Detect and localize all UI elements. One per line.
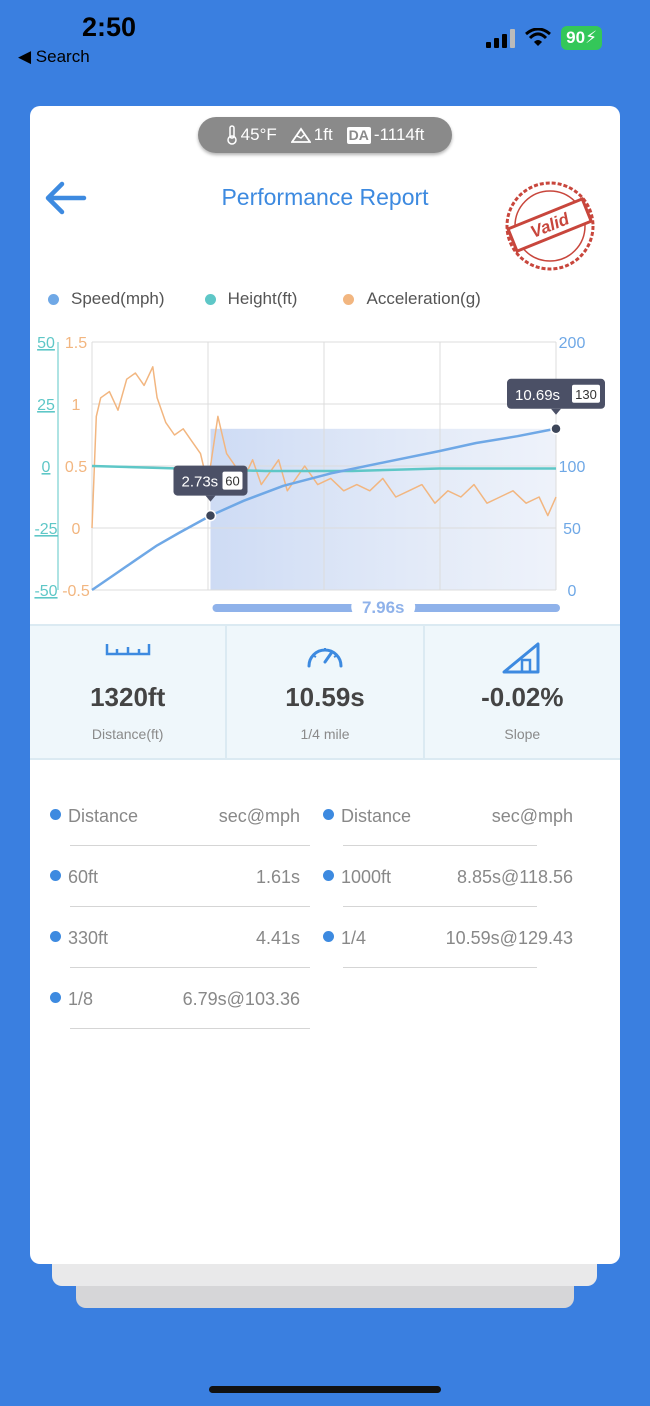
height-tick-label: -25 (34, 521, 57, 538)
stat-label: 1/4 mile (300, 726, 350, 742)
acceleration-series-line (91, 366, 557, 529)
legend-label: Speed(mph) (71, 289, 165, 308)
accel-tick-label: -0.5 (62, 583, 90, 600)
marker-speed-label: 130 (575, 387, 597, 402)
speed-tick-label: 50 (563, 521, 581, 538)
height-tick-label: 25 (37, 397, 55, 414)
stat-value: -0.02% (481, 682, 564, 712)
marker-speed-badge (222, 471, 243, 490)
marker-speed-badge (572, 384, 600, 403)
bullet-icon (50, 809, 61, 820)
range-label-pill (351, 596, 416, 618)
signal-icon (486, 28, 516, 48)
bullet-icon (50, 992, 61, 1003)
status-icons: 90⚡ (486, 26, 602, 50)
accel-tick-label: 1 (72, 397, 81, 414)
stat-slope: -0.02% Slope (425, 626, 620, 758)
bullet-icon (323, 809, 334, 820)
marker-time-label: 2.73s (181, 474, 218, 491)
status-time: 2:50 (82, 12, 137, 42)
temperature: 45°F (240, 125, 277, 144)
legend-dot (204, 293, 216, 305)
speed-series-line (91, 427, 557, 592)
stat-value: 10.59s (285, 682, 365, 712)
height-tick-label: 50 (37, 335, 55, 352)
stats-panel: 1320ft Distance(ft) 10.59s 1/4 mile -0.0… (30, 624, 620, 760)
legend-label: Height(ft) (227, 289, 298, 308)
marker-speed-label: 60 (225, 474, 239, 489)
marker-tooltip-pointer (205, 495, 216, 502)
bullet-icon (50, 931, 61, 942)
da-badge: DA (346, 126, 371, 144)
split-row: 1/4 10.59s@129.43 (323, 908, 573, 968)
marker-tooltip-pointer (551, 408, 561, 415)
marker-point (204, 509, 217, 522)
chart-legend: Speed(mph) Height(ft) Acceleration(g) (48, 289, 521, 309)
performance-card: 45°F 1ft DA -1114ft Performance Report V… (30, 106, 620, 1264)
marker-point (550, 423, 562, 435)
speed-tick-label: 0 (568, 583, 577, 600)
speedometer-icon (307, 648, 343, 668)
bullet-icon (323, 931, 334, 942)
page-title: Performance Report (221, 184, 429, 210)
weather-pill: 45°F 1ft DA -1114ft (198, 117, 452, 153)
split-row: 330ft 4.41s (50, 908, 310, 968)
split-row: 60ft 1.61s (50, 847, 310, 907)
stat-distance: 1320ft Distance(ft) (30, 626, 228, 758)
back-arrow-icon[interactable] (44, 180, 88, 216)
stat-label: Distance(ft) (91, 726, 164, 742)
split-header-right: Distance sec@mph (323, 786, 573, 846)
selection-range (210, 428, 556, 590)
split-row: 1/8 6.79s@103.36 (50, 969, 310, 1029)
legend-label: Acceleration(g) (366, 289, 481, 308)
legend-dot (48, 293, 59, 305)
height-series-line (91, 464, 556, 473)
stat-value: 1320ft (90, 682, 166, 712)
legend-acceleration[interactable]: Acceleration(g) (343, 289, 481, 309)
split-header-left: Distance sec@mph (50, 786, 310, 846)
height-tick-label: 0 (42, 459, 51, 476)
performance-chart[interactable]: 50 25 0 -25 -50 1.5 1 0.5 0 -0.5 200 100 50 0 2.73s 60 1… (30, 328, 620, 618)
bullet-icon (50, 870, 61, 881)
wifi-icon (525, 28, 552, 46)
height-tick-label: -50 (34, 583, 57, 600)
split-row: 1000ft 8.85s@118.56 (323, 847, 573, 907)
marker-time-label: 10.69s (515, 387, 560, 404)
accel-tick-label: 1.5 (65, 335, 87, 352)
mountain-icon (290, 127, 311, 143)
stat-time: 10.59s 1/4 mile (227, 626, 425, 758)
density-altitude: -1114ft (373, 125, 425, 144)
thermometer-icon (226, 125, 237, 145)
valid-stamp-icon: Valid (505, 181, 595, 271)
range-label: 7.96s (362, 598, 405, 617)
legend-height[interactable]: Height(ft) (204, 289, 298, 309)
home-indicator (209, 1386, 441, 1393)
battery-icon: 90⚡ (561, 26, 602, 50)
stat-label: Slope (504, 726, 541, 742)
bullet-icon (323, 870, 334, 881)
charging-icon: ⚡ (585, 28, 597, 47)
speed-tick-label: 200 (559, 335, 586, 352)
ruler-icon (105, 644, 150, 656)
speed-tick-label: 100 (559, 459, 586, 476)
legend-dot (343, 293, 355, 305)
altitude: 1ft (313, 125, 333, 144)
status-bar: 2:50 ◀ Search 90⚡ (0, 0, 650, 80)
legend-speed[interactable]: Speed(mph) (48, 289, 165, 309)
back-to-search-link[interactable]: ◀ Search (18, 47, 90, 66)
slope-icon (502, 642, 540, 674)
accel-tick-label: 0.5 (65, 459, 87, 476)
accel-tick-label: 0 (72, 521, 81, 538)
